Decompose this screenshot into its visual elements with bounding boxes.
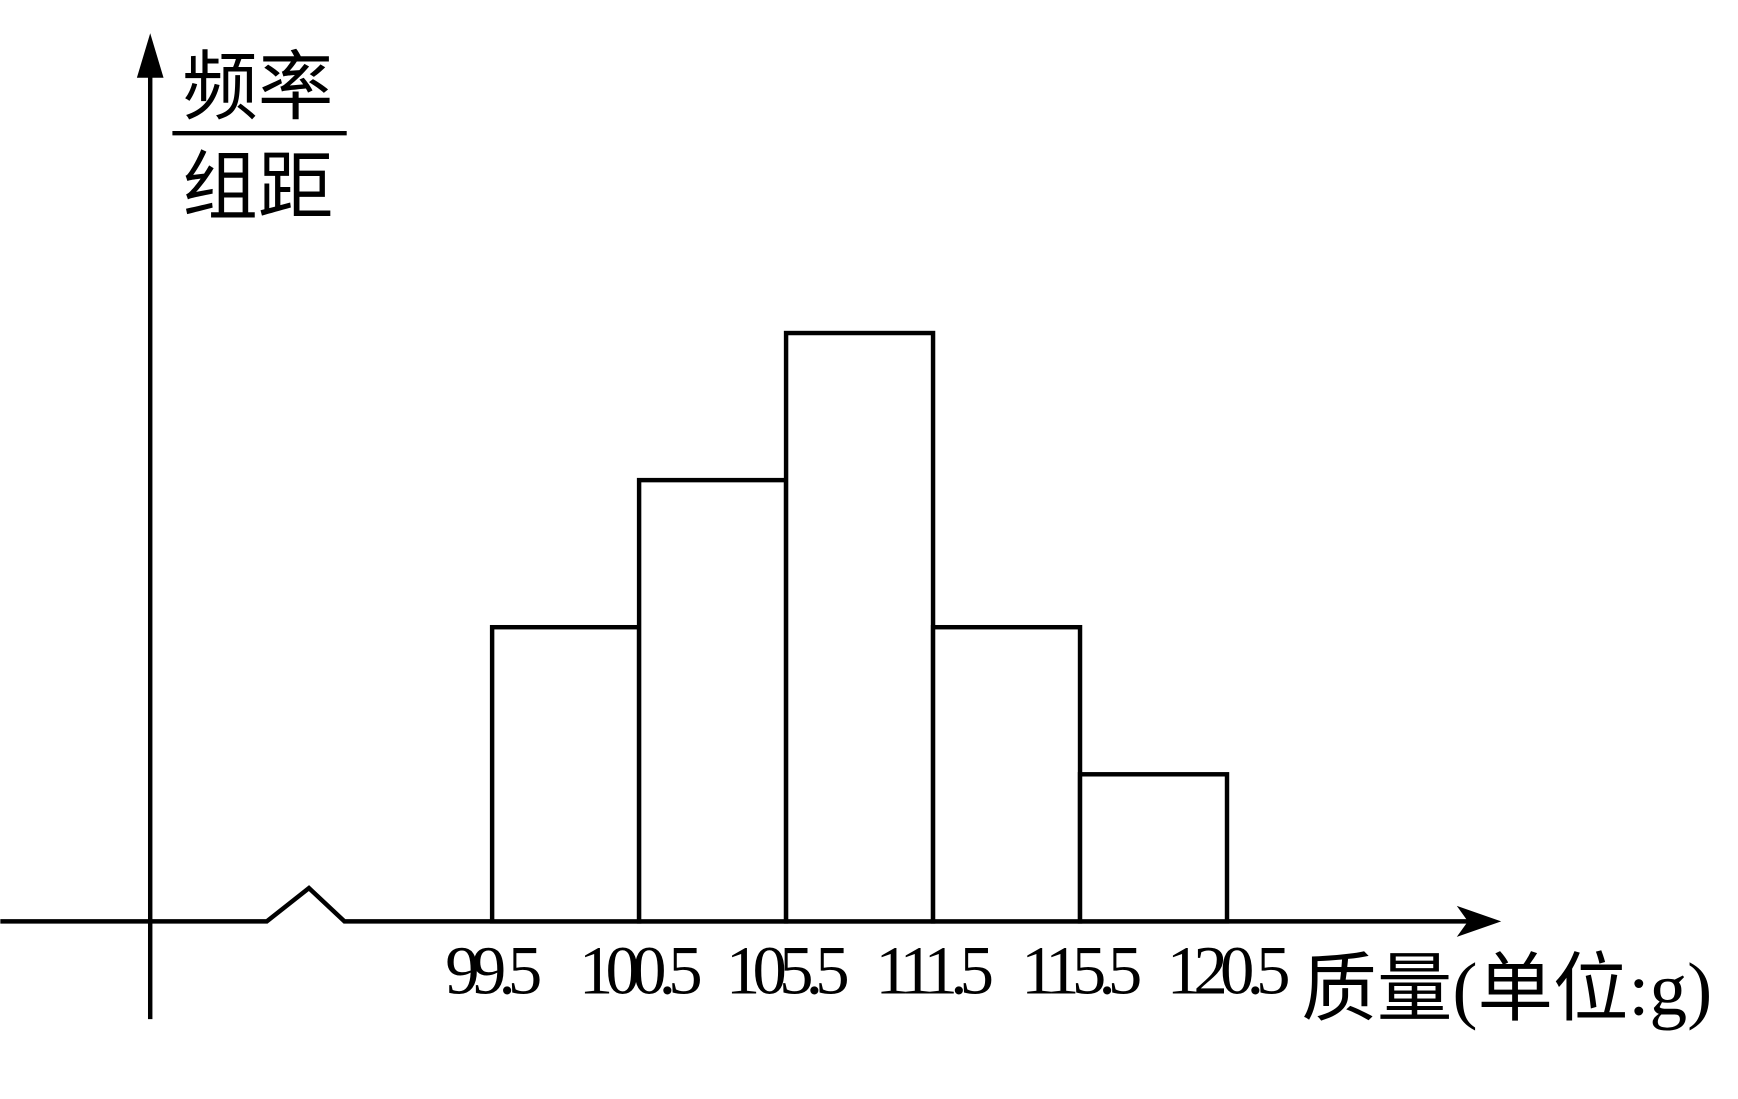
- bar: [930, 624, 1083, 924]
- x-label: 质量(单位:g): [1301, 949, 1712, 1032]
- bar: [1077, 772, 1230, 924]
- bar: [783, 330, 936, 924]
- y-label-numerator: 频率: [182, 47, 333, 130]
- y-label-denominator: 组距: [182, 147, 333, 230]
- x-axis-arrow: [1456, 905, 1502, 937]
- x-tick-label: 105.5: [726, 933, 847, 1009]
- x-tick-label: 100.5: [579, 933, 700, 1009]
- bar: [489, 624, 642, 924]
- x-tick-label: 111.5: [875, 933, 991, 1009]
- x-tick-label: 115.5: [1021, 933, 1140, 1009]
- y-axis-arrow: [136, 33, 164, 78]
- x-tick-label: 99.5: [445, 933, 540, 1009]
- bar: [636, 477, 789, 924]
- x-tick-label: 120.5: [1167, 933, 1288, 1009]
